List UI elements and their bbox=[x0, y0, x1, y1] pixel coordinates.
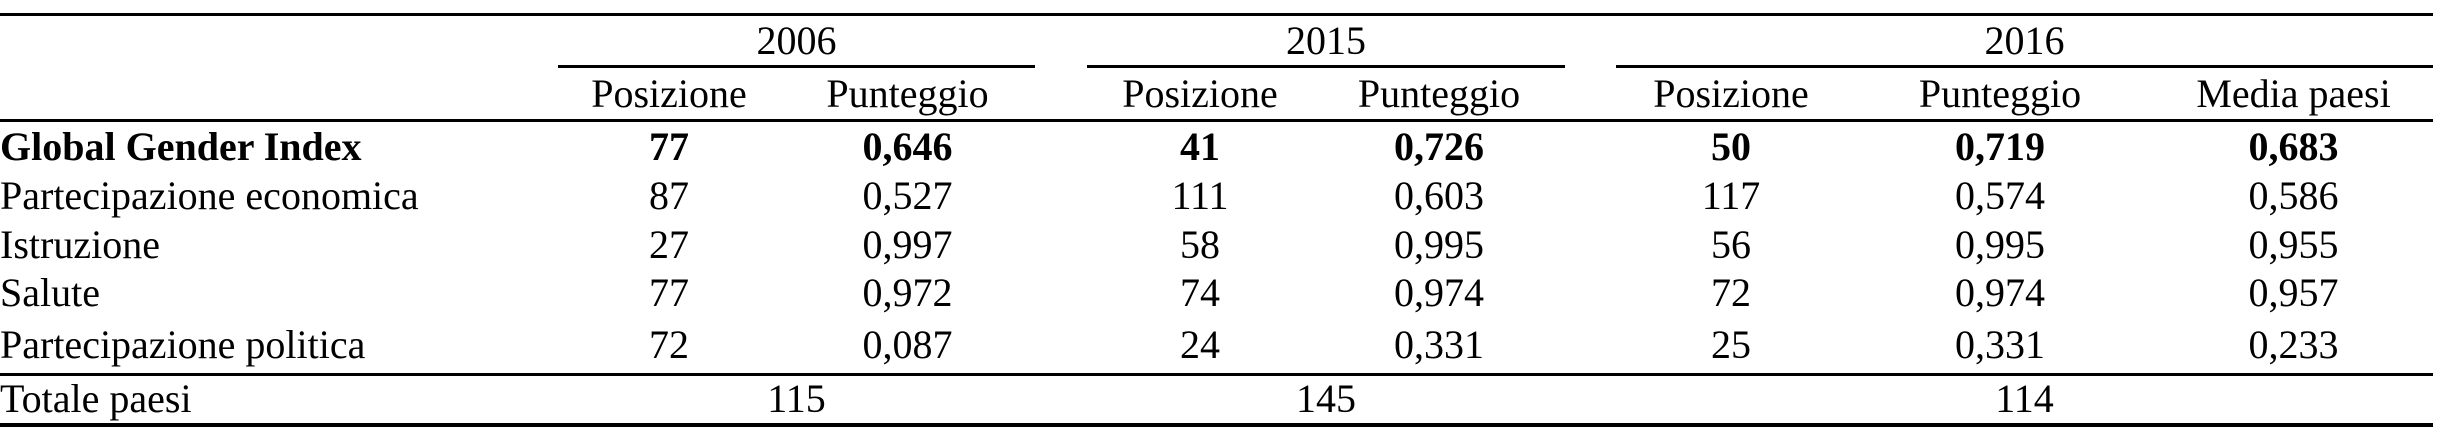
year-header-2016: 2016 bbox=[1616, 13, 2434, 68]
cell-2016-posizione: 117 bbox=[1701, 173, 1761, 218]
cell-2006-punteggio: 0,087 bbox=[862, 321, 953, 367]
table-row-salute: Salute 77 0,972 74 0,974 72 0,974 0,957 bbox=[0, 269, 2433, 317]
year-header-2015: 2015 bbox=[1087, 13, 1565, 68]
cell-2016-punteggio: 0,974 bbox=[1955, 269, 2045, 315]
table-row-istruzione: Istruzione 27 0,997 58 0,995 56 0,995 0,… bbox=[0, 221, 2433, 269]
cell-2015-punteggio: 0,974 bbox=[1394, 269, 1484, 315]
group-gap bbox=[1035, 172, 1087, 221]
group-gap bbox=[1565, 269, 1616, 317]
table-row-totale-paesi: Totale paesi 115 145 114 bbox=[0, 373, 2434, 427]
cell-2006-punteggio: 0,646 bbox=[862, 123, 953, 169]
cell-2015-punteggio: 0,995 bbox=[1394, 221, 1484, 267]
total-countries-2015: 145 bbox=[1087, 373, 1565, 427]
cell-2015-posizione: 41 bbox=[1180, 123, 1220, 169]
group-gap bbox=[1035, 121, 1087, 172]
corner-cell bbox=[0, 66, 558, 122]
cell-2006-posizione: 27 bbox=[649, 221, 689, 267]
column-header-row: Posizione Punteggio Posizione Punteggio … bbox=[0, 66, 2434, 122]
cell-2015-punteggio: 0,331 bbox=[1394, 321, 1484, 367]
cell-2016-media-paesi: 0,955 bbox=[2248, 221, 2339, 267]
col-header-2016-posizione: Posizione bbox=[1616, 66, 1846, 122]
table-page: 2006 2015 2016 Posizione Punteggio Posiz… bbox=[0, 13, 2439, 438]
col-header-2006-punteggio: Punteggio bbox=[780, 66, 1035, 122]
total-countries-2006: 115 bbox=[558, 373, 1035, 427]
cell-2006-punteggio: 0,527 bbox=[862, 173, 953, 218]
group-gap bbox=[1565, 221, 1616, 269]
cell-2016-media-paesi: 0,233 bbox=[2248, 321, 2339, 367]
cell-2016-punteggio: 0,331 bbox=[1955, 321, 2045, 367]
cell-2016-media-paesi: 0,957 bbox=[2248, 269, 2339, 315]
group-gap bbox=[1565, 66, 1616, 122]
cell-2015-posizione: 74 bbox=[1180, 269, 1220, 315]
cell-2015-posizione: 58 bbox=[1180, 221, 1220, 267]
group-gap bbox=[1565, 13, 1616, 67]
cell-2006-posizione: 87 bbox=[649, 173, 689, 218]
cell-2016-punteggio: 0,719 bbox=[1955, 123, 2045, 169]
row-label: Global Gender Index bbox=[0, 123, 362, 169]
cell-2015-punteggio: 0,726 bbox=[1394, 123, 1484, 169]
group-gap bbox=[1035, 269, 1087, 317]
cell-2015-posizione: 24 bbox=[1180, 321, 1220, 367]
cell-2016-posizione: 72 bbox=[1711, 269, 1751, 315]
cell-2006-posizione: 72 bbox=[649, 321, 689, 367]
table-row-partecipazione-economica: Partecipazione economica 87 0,527 111 0,… bbox=[0, 172, 2433, 221]
cell-2015-posizione: 111 bbox=[1171, 173, 1229, 218]
cell-2016-punteggio: 0,574 bbox=[1955, 173, 2045, 218]
row-label: Partecipazione economica bbox=[0, 173, 419, 218]
col-header-2016-punteggio: Punteggio bbox=[1846, 66, 2154, 122]
group-gap bbox=[1035, 13, 1087, 67]
group-gap bbox=[1565, 317, 1616, 375]
row-label: Istruzione bbox=[0, 221, 160, 267]
cell-2006-punteggio: 0,972 bbox=[862, 269, 953, 315]
corner-cell bbox=[0, 13, 558, 67]
cell-2016-media-paesi: 0,586 bbox=[2248, 173, 2339, 218]
group-gap bbox=[1035, 373, 1087, 427]
row-label: Partecipazione politica bbox=[0, 321, 366, 367]
cell-2016-posizione: 25 bbox=[1711, 321, 1751, 367]
cell-2016-punteggio: 0,995 bbox=[1955, 221, 2045, 267]
col-header-2015-punteggio: Punteggio bbox=[1313, 66, 1565, 122]
row-label: Salute bbox=[0, 269, 100, 315]
group-gap bbox=[1035, 66, 1087, 122]
cell-2016-posizione: 56 bbox=[1711, 221, 1751, 267]
col-header-2016-media-paesi: Media paesi bbox=[2154, 66, 2434, 122]
table-row-partecipazione-politica: Partecipazione politica 72 0,087 24 0,33… bbox=[0, 317, 2433, 375]
cell-2016-media-paesi: 0,683 bbox=[2248, 123, 2339, 169]
cell-2006-posizione: 77 bbox=[649, 123, 689, 169]
cell-2016-posizione: 50 bbox=[1711, 123, 1751, 169]
gender-index-table: 2006 2015 2016 Posizione Punteggio Posiz… bbox=[0, 13, 2434, 427]
group-gap bbox=[1565, 121, 1616, 172]
table-row-global-gender-index: Global Gender Index 77 0,646 41 0,726 50… bbox=[0, 121, 2433, 172]
cell-2015-punteggio: 0,603 bbox=[1394, 173, 1484, 218]
year-header-row: 2006 2015 2016 bbox=[0, 13, 2434, 68]
col-header-2015-posizione: Posizione bbox=[1087, 66, 1313, 122]
row-label: Totale paesi bbox=[0, 373, 558, 427]
group-gap bbox=[1035, 317, 1087, 375]
group-gap bbox=[1565, 373, 1616, 427]
cell-2006-posizione: 77 bbox=[649, 269, 689, 315]
group-gap bbox=[1035, 221, 1087, 269]
group-gap bbox=[1565, 172, 1616, 221]
total-countries-2016: 114 bbox=[1616, 373, 2434, 427]
col-header-2006-posizione: Posizione bbox=[558, 66, 780, 122]
year-header-2006: 2006 bbox=[558, 13, 1035, 68]
cell-2006-punteggio: 0,997 bbox=[862, 221, 953, 267]
